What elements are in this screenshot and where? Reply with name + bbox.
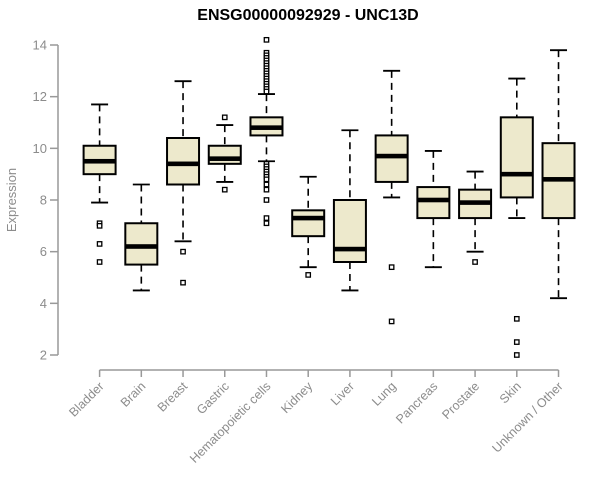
x-tick-label: Lung <box>369 379 399 409</box>
x-tick-label: Prostate <box>439 379 482 422</box>
x-tick-label: Gastric <box>194 379 232 417</box>
iqr-box <box>332 199 367 263</box>
iqr-box <box>291 209 326 238</box>
outlier-point <box>388 264 395 271</box>
y-tick-label: 10 <box>33 141 47 156</box>
outlier-point <box>513 339 520 345</box>
median-bar <box>459 200 492 205</box>
x-tick-label: Kidney <box>278 379 315 416</box>
outlier-point <box>96 222 103 229</box>
iqr-box <box>207 144 242 165</box>
outlier-point <box>180 279 186 286</box>
median-bar <box>542 177 575 182</box>
median-bar <box>208 156 241 161</box>
y-tick-label: 12 <box>33 89 47 104</box>
median-bar <box>500 171 533 177</box>
y-axis-label: Expression <box>4 168 19 232</box>
median-bar <box>333 246 366 252</box>
x-tick-label: Breast <box>155 379 191 415</box>
median-bar <box>375 153 408 159</box>
x-tick-label: Unknown / Other <box>489 379 565 455</box>
outlier-point <box>513 315 520 322</box>
iqr-box <box>124 222 159 266</box>
y-tick-label: 8 <box>40 193 47 208</box>
outlier-point <box>263 186 270 193</box>
outlier-point <box>472 259 478 265</box>
x-tick-label: Bladder <box>66 379 106 419</box>
median-bar <box>292 215 325 221</box>
outlier-point <box>305 272 312 278</box>
iqr-box <box>499 116 534 199</box>
outlier-point <box>96 241 103 247</box>
outlier-point <box>263 176 270 183</box>
iqr-box <box>416 186 451 220</box>
outlier-point <box>263 220 270 227</box>
outlier-point <box>263 36 270 43</box>
outlier-point <box>263 215 270 221</box>
outlier-point <box>263 197 270 203</box>
iqr-box <box>374 134 409 183</box>
outlier-point <box>221 186 228 193</box>
x-tick-label: Liver <box>328 379 357 408</box>
outlier-point <box>221 114 228 121</box>
outlier-point <box>96 259 103 265</box>
y-tick-label: 2 <box>40 348 47 363</box>
outlier-point <box>263 181 270 188</box>
y-tick-label: 14 <box>33 38 47 53</box>
median-bar <box>167 161 200 167</box>
x-tick-label: Pancreas <box>393 379 440 426</box>
x-tick-label: Skin <box>497 379 524 406</box>
chart-title: ENSG00000092929 - UNC13D <box>197 7 418 24</box>
median-bar <box>250 125 283 130</box>
plot-area: 2 4 6 8 10 12 14 Bladder Brain Breast GastricHemat… <box>33 36 576 466</box>
iqr-box <box>166 137 201 186</box>
x-tick-label: Hematopoietic cells <box>187 379 274 466</box>
outlier-point <box>388 318 395 325</box>
median-bar <box>125 244 158 249</box>
median-bar <box>417 197 450 203</box>
outlier-point <box>263 88 270 95</box>
outlier-point <box>513 352 520 358</box>
x-tick-label: Brain <box>118 379 149 410</box>
y-tick-label: 6 <box>40 244 47 259</box>
outlier-point <box>180 248 186 255</box>
y-tick-label: 4 <box>40 296 47 311</box>
median-bar <box>83 158 116 164</box>
